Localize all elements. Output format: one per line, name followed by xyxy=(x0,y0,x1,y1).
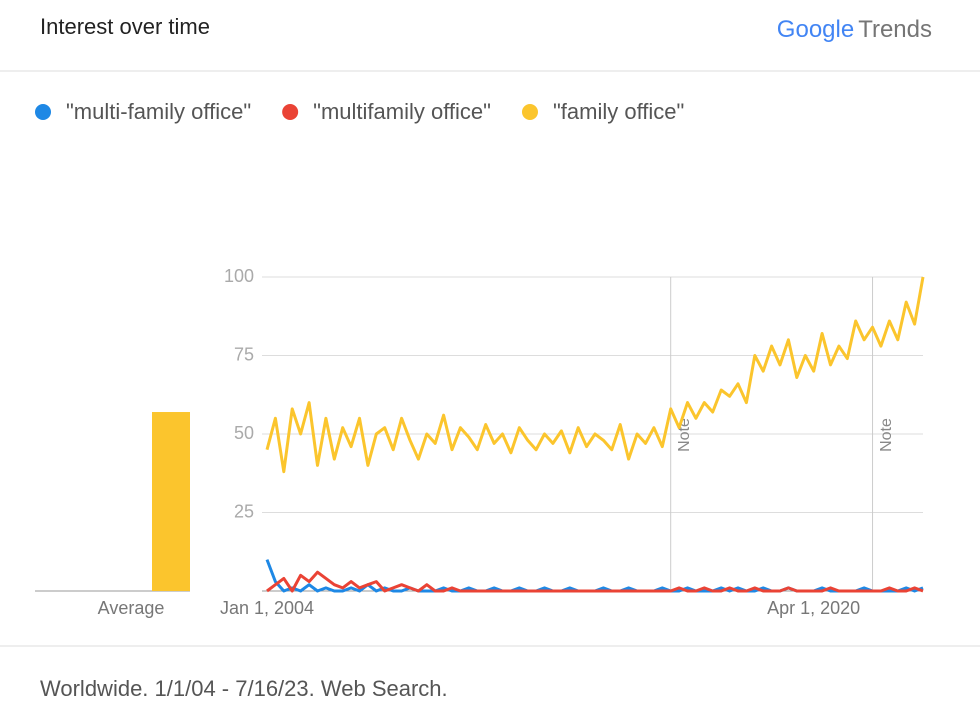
x-tick-label: Apr 1, 2020 xyxy=(767,598,860,618)
logo: Google Trends xyxy=(777,16,932,43)
y-tick-label: 100 xyxy=(224,266,254,286)
logo-google: Google xyxy=(777,16,854,43)
legend-marker xyxy=(521,104,538,120)
average-bar xyxy=(152,412,190,591)
legend-marker xyxy=(35,104,51,120)
footer-text: Worldwide. 1/1/04 - 7/16/23. Web Search. xyxy=(40,676,448,701)
series-line xyxy=(266,570,924,593)
card-title: Interest over time xyxy=(40,14,210,39)
y-tick-label: 25 xyxy=(234,501,254,521)
average-label: Average xyxy=(98,598,165,618)
legend-label: "family office" xyxy=(553,99,684,124)
note-label: Note xyxy=(878,418,895,452)
y-tick-label: 50 xyxy=(234,423,254,443)
legend-label: "multi-family office" xyxy=(66,99,251,124)
legend: "multi-family office" "multifamily office… xyxy=(35,99,684,124)
legend-marker xyxy=(282,104,299,120)
logo-trends: Trends xyxy=(858,16,932,43)
y-tick-label: 75 xyxy=(234,344,254,364)
legend-label: "multifamily office" xyxy=(313,99,491,124)
x-tick-label: Jan 1, 2004 xyxy=(220,598,314,618)
series-line xyxy=(265,276,925,474)
